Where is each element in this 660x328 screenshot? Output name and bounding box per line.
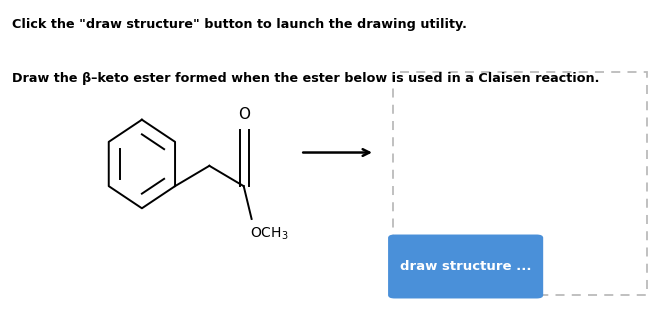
Text: OCH$_3$: OCH$_3$: [250, 226, 289, 242]
FancyBboxPatch shape: [388, 235, 543, 298]
Text: draw structure ...: draw structure ...: [400, 260, 531, 273]
Text: O: O: [238, 107, 250, 122]
Text: Click the "draw structure" button to launch the drawing utility.: Click the "draw structure" button to lau…: [12, 18, 467, 31]
Bar: [393, 72, 647, 295]
Text: Draw the β–keto ester formed when the ester below is used in a Claisen reaction.: Draw the β–keto ester formed when the es…: [12, 72, 599, 85]
